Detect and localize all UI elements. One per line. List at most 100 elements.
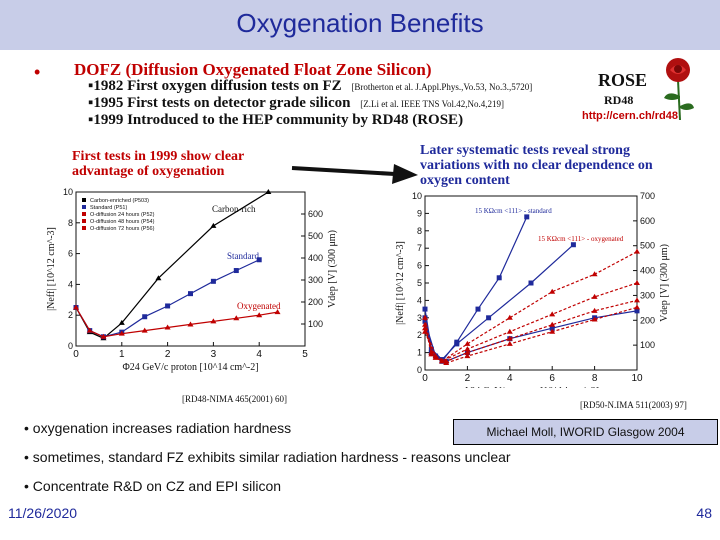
x-tick-label: 3 bbox=[211, 349, 217, 360]
data-point bbox=[549, 288, 556, 294]
legend-marker bbox=[82, 212, 86, 216]
history-text: ▪1999 Introduced to the HEP community by… bbox=[88, 112, 464, 128]
data-point bbox=[464, 353, 471, 359]
data-point bbox=[486, 315, 492, 321]
x-tick-label: 0 bbox=[73, 349, 79, 360]
y2-axis-label: Vdep [V] (300 μm) bbox=[327, 230, 338, 308]
y2-tick-label: 600 bbox=[640, 216, 655, 226]
y2-tick-label: 100 bbox=[640, 340, 655, 350]
data-point bbox=[142, 314, 148, 320]
y-tick-label: 0 bbox=[68, 341, 73, 351]
data-point bbox=[118, 330, 125, 336]
y-tick-label: 8 bbox=[417, 226, 422, 236]
x-tick-label: 8 bbox=[592, 373, 598, 384]
y2-tick-label: 400 bbox=[640, 266, 655, 276]
annotation-oxygenated: Oxygenated bbox=[237, 301, 281, 311]
y2-tick-label: 100 bbox=[308, 319, 323, 329]
legend-entry: Standard (P51) bbox=[90, 205, 127, 211]
data-point bbox=[496, 275, 502, 281]
data-point bbox=[86, 327, 93, 333]
history-item: ▪1999 Introduced to the HEP community by… bbox=[88, 112, 532, 129]
data-point bbox=[265, 189, 272, 194]
data-point bbox=[422, 314, 428, 320]
left-reference: [RD48-NIMA 465(2001) 60] bbox=[182, 394, 287, 404]
data-point bbox=[524, 214, 530, 220]
data-point bbox=[233, 315, 240, 321]
data-point bbox=[422, 306, 428, 312]
data-point bbox=[422, 325, 428, 331]
title-bar bbox=[0, 0, 720, 50]
data-point bbox=[164, 324, 171, 330]
y2-tick-label: 500 bbox=[640, 241, 655, 251]
annotation-carbon: Carbon-rich bbox=[212, 204, 256, 214]
y-axis-label: |Neff| [10^12 cm^-3] bbox=[46, 227, 57, 311]
y-tick-label: 10 bbox=[412, 191, 422, 201]
plot-frame bbox=[75, 191, 306, 347]
history-text: ▪1982 First oxygen diffusion tests on FZ bbox=[88, 78, 342, 94]
data-point bbox=[454, 341, 460, 347]
y2-tick-label: 600 bbox=[308, 209, 323, 219]
data-point bbox=[188, 291, 193, 297]
legend-entry: Carbon-enriched (P503) bbox=[90, 198, 149, 204]
data-point bbox=[210, 222, 217, 228]
data-point bbox=[570, 242, 576, 248]
y2-tick-label: 200 bbox=[308, 297, 323, 307]
data-point bbox=[256, 312, 263, 318]
data-point bbox=[118, 319, 125, 325]
data-point bbox=[187, 321, 194, 327]
legend-entry: O-diffusion 48 hours (P54) bbox=[90, 219, 155, 225]
legend-entry: O-diffusion 24 hours (P52) bbox=[90, 212, 155, 218]
data-point bbox=[591, 271, 598, 277]
data-point bbox=[591, 307, 598, 313]
data-point bbox=[506, 335, 513, 341]
bullet-text: • Concentrate R&D on CZ and EPI silicon bbox=[24, 478, 282, 494]
y2-tick-label: 400 bbox=[308, 253, 323, 263]
x-tick-label: 1 bbox=[119, 349, 125, 360]
x-tick-label: 2 bbox=[465, 373, 471, 384]
chart-left: 0 1 2 3 4 5 0 2 4 6 8 10 100 200 300 400 500 600 Φ24 GeV/c… bbox=[40, 186, 340, 386]
data-point bbox=[506, 314, 513, 320]
data-point bbox=[464, 349, 471, 355]
data-point bbox=[464, 340, 471, 346]
y-tick-label: 10 bbox=[63, 187, 73, 197]
history-list: ▪1982 First oxygen diffusion tests on FZ… bbox=[88, 78, 532, 129]
rose-logo-subtitle: RD48 bbox=[604, 93, 634, 107]
x-tick-label: 6 bbox=[549, 373, 555, 384]
data-point bbox=[464, 346, 471, 352]
data-point bbox=[165, 303, 171, 309]
x-axis-label: Φ24 GeV/c proton [10^14 cm^-2] bbox=[122, 362, 258, 373]
y-tick-label: 2 bbox=[417, 330, 422, 340]
data-point bbox=[422, 328, 428, 334]
data-point bbox=[528, 280, 534, 286]
data-point bbox=[634, 248, 640, 254]
data-point bbox=[506, 340, 513, 346]
data-point bbox=[428, 351, 435, 357]
data-point bbox=[634, 280, 640, 285]
series-line-Oxygenated bbox=[75, 307, 278, 338]
bullet-marker: • bbox=[34, 62, 41, 82]
data-point bbox=[100, 333, 107, 339]
y-tick-label: 4 bbox=[68, 279, 73, 289]
chart-right: 0 2 4 6 8 10012345678910100200300400500600700… bbox=[380, 188, 680, 388]
y-tick-label: 5 bbox=[417, 278, 422, 288]
data-point bbox=[549, 311, 556, 317]
data-point bbox=[443, 360, 450, 366]
data-point bbox=[475, 306, 481, 312]
data-point bbox=[549, 321, 556, 327]
slide-title: Oxygenation Benefits bbox=[236, 8, 484, 38]
series-line-standard-3 bbox=[424, 310, 638, 362]
data-point bbox=[634, 297, 640, 303]
series-line-oxygenated-3 bbox=[424, 299, 638, 362]
dofz-heading: DOFZ (Diffusion Oxygenated Float Zone Si… bbox=[74, 60, 432, 79]
x-axis-label: Φ24 GeV/c proton [10^14 cm^-2] bbox=[463, 386, 599, 388]
page-number: 48 bbox=[696, 505, 712, 521]
history-ref: [Z.Li et al. IEEE TNS Vol.42,No.4,219] bbox=[360, 99, 504, 109]
history-item: ▪1982 First oxygen diffusion tests on FZ… bbox=[88, 78, 532, 95]
y-tick-label: 3 bbox=[417, 313, 422, 323]
y-axis-label: |Neff| [10^12 cm^-3] bbox=[395, 241, 406, 325]
data-point bbox=[422, 318, 428, 324]
x-tick-label: 2 bbox=[165, 349, 171, 360]
rose-link[interactable]: http://cern.ch/rd48 bbox=[582, 110, 678, 122]
series-line-oxygenated-2 bbox=[424, 282, 638, 362]
x-tick-label: 0 bbox=[422, 373, 428, 384]
